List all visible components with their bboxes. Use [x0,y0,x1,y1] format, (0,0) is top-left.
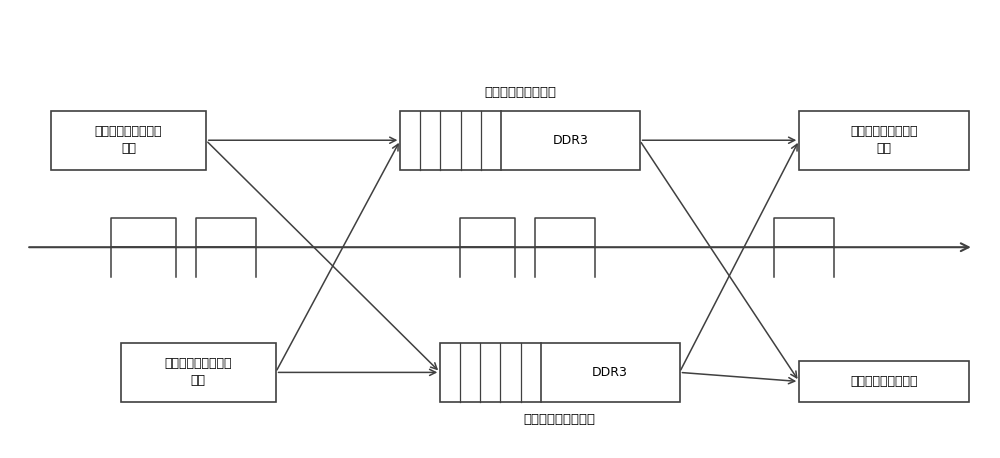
Bar [799,111,969,170]
Text: DDR3: DDR3 [592,366,628,379]
Bar [51,111,206,170]
Bar [400,111,640,170]
Text: 第一路信号数据输出
缓存: 第一路信号数据输出 缓存 [850,125,918,155]
Bar [440,343,680,402]
Bar [799,361,969,402]
Text: 第二路信号接收队列: 第二路信号接收队列 [524,414,596,426]
Text: 第一路信号接收队列: 第一路信号接收队列 [484,86,556,99]
Text: DDR3: DDR3 [552,134,588,147]
Bar [121,343,276,402]
Text: 第二路信号输出缓存: 第二路信号输出缓存 [850,375,918,388]
Text: 第二路信号数据输入
缓存: 第二路信号数据输入 缓存 [165,357,232,387]
Text: 第一路信号数据输入
缓存: 第一路信号数据输入 缓存 [95,125,162,155]
